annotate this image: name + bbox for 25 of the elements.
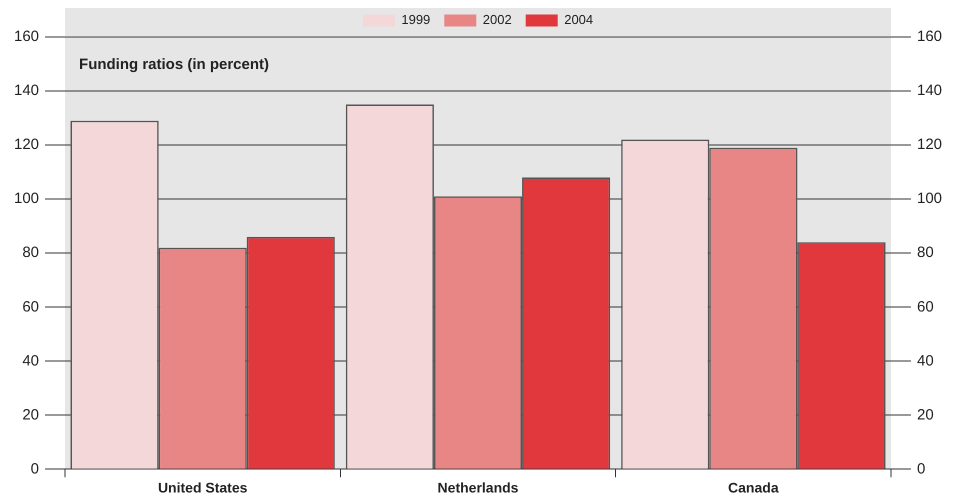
y-tick-label: 80 (22, 244, 40, 262)
y2-tick-label: 80 (916, 244, 934, 262)
y-tick-label: 120 (14, 136, 40, 154)
y-tick-label: 40 (22, 352, 40, 370)
legend-label: 2004 (564, 12, 594, 28)
y2-tick-label: 60 (916, 298, 934, 316)
y-tick-label: 140 (14, 82, 40, 100)
y-tick-label: 160 (14, 28, 40, 46)
x-tick-label: Canada (728, 479, 779, 496)
y2-tick-label: 0 (916, 460, 926, 478)
x-tick-label: United States (158, 479, 248, 496)
legend-label: 2002 (482, 12, 512, 28)
y2-tick-label: 160 (916, 28, 942, 46)
y2-tick-label: 140 (916, 82, 942, 100)
y2-tick-label: 40 (916, 352, 934, 370)
y2-tick-label: 20 (916, 406, 934, 424)
x-tick-label: Netherlands (438, 479, 519, 496)
y-tick-label: 0 (30, 460, 40, 478)
legend-label: 1999 (401, 12, 430, 28)
y2-tick-label: 120 (916, 136, 942, 154)
annotation: Funding ratios (in percent) (79, 56, 270, 74)
y2-tick-label: 100 (916, 190, 942, 208)
y-tick-label: 20 (22, 406, 40, 424)
y-tick-label: 100 (14, 190, 40, 208)
y-tick-label: 60 (22, 298, 40, 316)
